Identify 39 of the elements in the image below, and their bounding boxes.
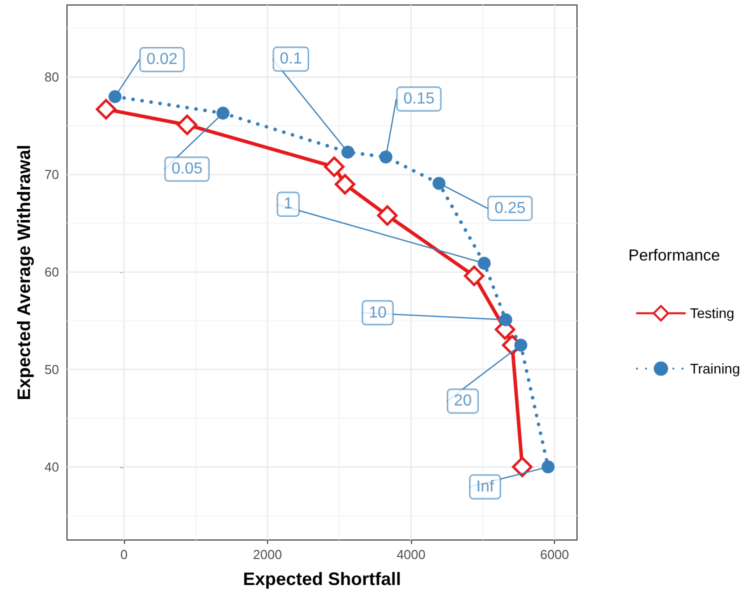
point [96,99,116,120]
point [324,156,344,178]
point [108,90,122,104]
point [514,338,528,352]
point [432,176,446,190]
annotation: 0.02 [146,51,178,68]
point [341,146,354,159]
point [464,266,484,286]
annotation: 20 [454,392,472,410]
annotation: 0.1 [280,50,302,68]
y-tick-label: 70 [44,167,59,182]
x-tick-label: 6000 [540,547,569,562]
point [542,460,555,474]
x-tick-label: 4000 [396,547,426,562]
y-tick-label: 40 [44,459,59,474]
point [176,114,198,136]
legend-title: Performance [628,248,720,264]
annotation: 0.05 [171,160,203,178]
annotation: 10 [368,304,387,322]
annotation: 0.15 [403,90,435,108]
y-tick-label: 80 [44,70,59,85]
annotation: Inf [476,478,495,496]
legend-label: Training [690,360,740,377]
legend-label: Testing [690,305,734,322]
point [377,205,398,226]
annotation: 0.25 [494,200,526,217]
y-tick-label: 50 [44,362,59,377]
x-axis-title: Expected Shortfall [242,569,402,589]
point [478,256,491,270]
y-tick-label: 60 [44,264,59,280]
point [216,106,230,120]
point [512,456,532,478]
point [379,150,392,164]
point [334,174,356,195]
x-tick-label: 2000 [253,547,282,562]
annotation: 1 [284,196,293,213]
x-tick-label: 0 [120,547,128,562]
y-axis-title: Expected Average Withdrawal [14,144,34,400]
point [499,313,512,326]
